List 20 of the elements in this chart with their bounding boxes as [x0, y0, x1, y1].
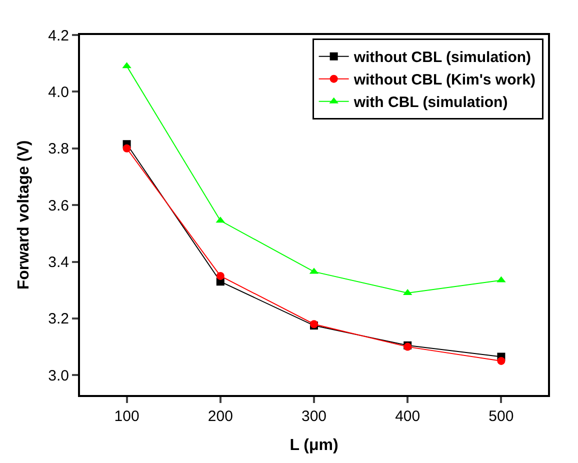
y-tick-label: 3.8 [48, 140, 69, 158]
x-tick-label: 500 [488, 408, 514, 425]
x-tick-label: 400 [395, 408, 420, 425]
y-tick-label: 3.4 [48, 254, 69, 272]
y-tick-label: 3.6 [48, 197, 69, 214]
point [497, 356, 506, 365]
y-tick-label: 3.0 [48, 367, 69, 384]
legend-label: with CBL (simulation) [352, 94, 508, 112]
legend-label: without CBL (simulation) [352, 49, 532, 66]
y-tick-label: 4.0 [48, 84, 69, 101]
x-tick-label: 100 [114, 408, 140, 425]
legend-label: without CBL (Kim's work) [352, 72, 536, 89]
x-tick-label: 200 [208, 408, 233, 425]
point [216, 272, 224, 280]
x-tick-label: 300 [301, 408, 327, 425]
x-axis-title: L (μm) [290, 437, 338, 454]
point [122, 144, 131, 152]
y-tick-label: 3.2 [48, 310, 69, 328]
y-tick-label: 4.2 [48, 27, 69, 44]
y-axis-title: Forward voltage (V) [16, 140, 33, 290]
